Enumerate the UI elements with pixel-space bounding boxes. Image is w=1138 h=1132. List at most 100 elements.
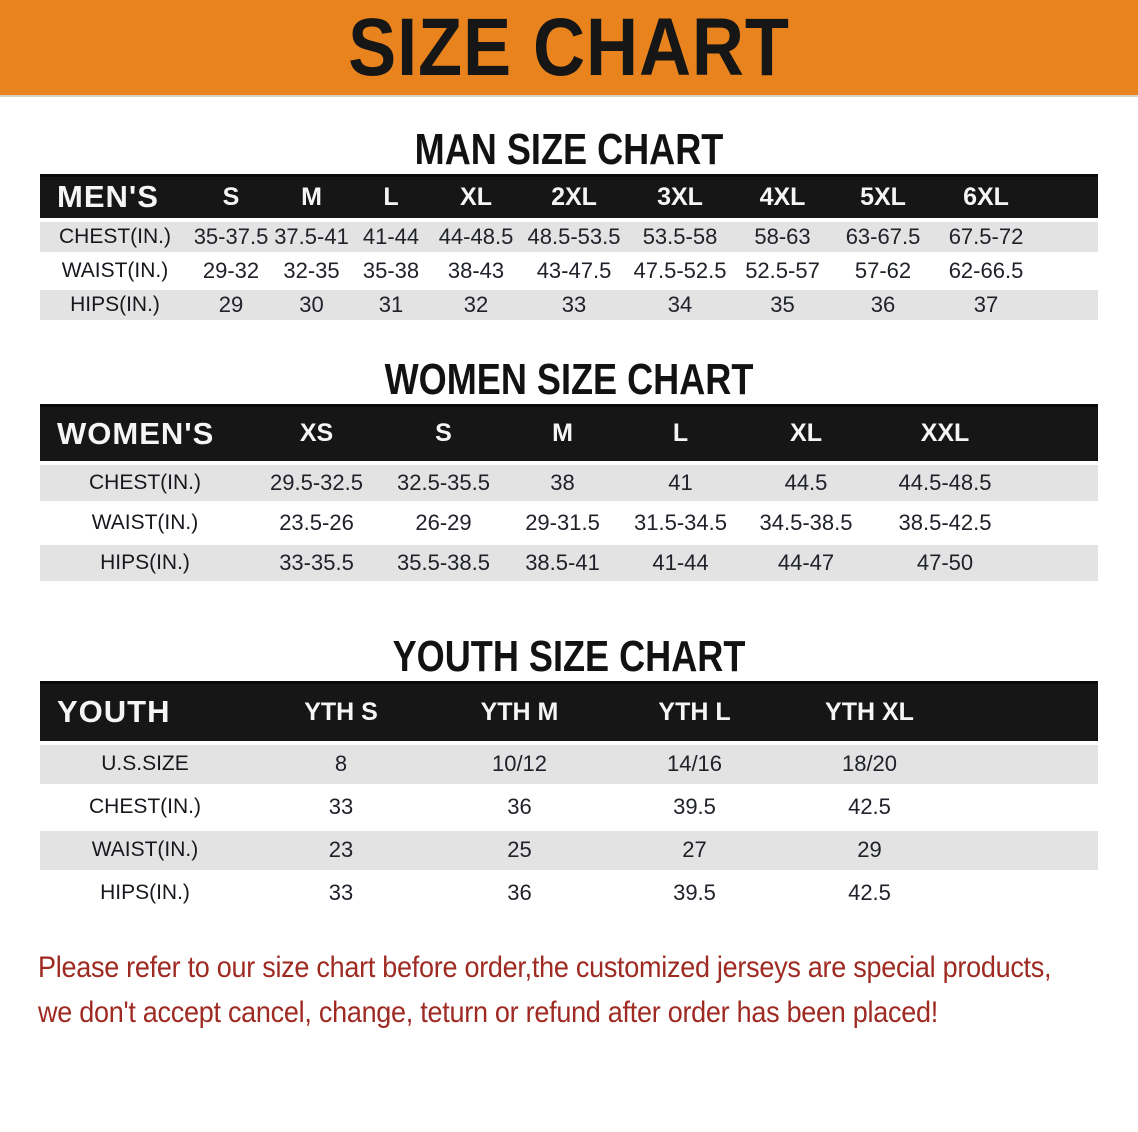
table-cell: 32.5-35.5 xyxy=(397,470,490,495)
table-cell: 47.5-52.5 xyxy=(633,257,727,283)
youth-size-table: YOUTH YTH S YTH M YTH L YTH XL U.S.SIZE … xyxy=(40,681,1098,917)
notice-line-2: we don't accept cancel, change, teturn o… xyxy=(38,995,938,1029)
table-cell: 14/16 xyxy=(666,751,723,776)
table-cell: 10/12 xyxy=(491,751,548,776)
table-row: CHEST(IN.) 33 36 39.5 42.5 xyxy=(40,785,1098,829)
table-cell: 35.5-38.5 xyxy=(397,550,490,575)
table-cell: 44-47 xyxy=(777,550,835,575)
column-header: 3XL xyxy=(657,182,703,211)
table-cell: 29-31.5 xyxy=(525,510,600,535)
table-cell: 33 xyxy=(328,794,354,819)
table-cell: 41 xyxy=(668,470,693,495)
table-cell: 18/20 xyxy=(841,751,898,776)
table-cell: 35-38 xyxy=(362,257,420,283)
table-cell: 29.5-32.5 xyxy=(270,470,363,495)
row-label: HIPS(IN.) xyxy=(100,551,190,574)
table-cell: 33-35.5 xyxy=(279,550,354,575)
column-header: S xyxy=(222,182,240,211)
column-header: M xyxy=(301,182,322,211)
filler-header xyxy=(957,683,1098,743)
table-cell: 44-48.5 xyxy=(438,223,514,249)
table-row: CHEST(IN.) 29.5-32.5 32.5-35.5 38 41 44.… xyxy=(40,463,1098,503)
page-title: SIZE CHART xyxy=(348,1,790,93)
table-cell: 52.5-57 xyxy=(745,257,820,283)
men-size-table: MEN'S S M L XL 2XL 3XL 4XL 5XL 6XL CHEST… xyxy=(40,174,1098,324)
table-row: WAIST(IN.) 29-32 32-35 35-38 38-43 43-47… xyxy=(40,253,1098,288)
table-cell: 39.5 xyxy=(673,794,716,819)
column-header: M xyxy=(552,419,573,448)
table-cell: 41-44 xyxy=(652,550,709,575)
filler-cell xyxy=(957,829,1098,872)
table-row: HIPS(IN.) 29 30 31 32 33 34 35 36 37 xyxy=(40,287,1098,322)
row-label: CHEST(IN.) xyxy=(89,471,201,494)
column-header: XXL xyxy=(920,419,970,448)
table-cell: 42.5 xyxy=(848,794,891,819)
column-header: 4XL xyxy=(759,182,806,211)
column-header: XL xyxy=(790,419,822,448)
row-label: HIPS(IN.) xyxy=(70,292,160,316)
table-cell: 47-50 xyxy=(916,550,974,575)
table-cell: 34 xyxy=(667,291,693,317)
table-cell: 37 xyxy=(973,291,999,317)
row-label: WAIST(IN.) xyxy=(91,511,199,534)
women-corner-label: WOMEN'S xyxy=(57,415,215,451)
filler-header xyxy=(1038,176,1098,220)
table-cell: 30 xyxy=(299,291,324,317)
table-cell: 29-32 xyxy=(202,257,260,283)
table-cell: 26-29 xyxy=(415,510,472,535)
men-section-heading: MAN SIZE CHART xyxy=(414,125,724,174)
table-cell: 29 xyxy=(857,837,882,862)
table-cell: 53.5-58 xyxy=(642,223,718,249)
row-label: CHEST(IN.) xyxy=(59,224,171,248)
table-cell: 57-62 xyxy=(854,257,912,283)
table-cell: 44.5-48.5 xyxy=(898,470,992,495)
column-header: XL xyxy=(460,182,492,211)
column-header: L xyxy=(672,419,689,448)
column-header: S xyxy=(435,419,452,448)
table-cell: 58-63 xyxy=(754,223,811,249)
table-cell: 39.5 xyxy=(673,880,716,905)
table-cell: 36 xyxy=(507,794,532,819)
column-header: L xyxy=(383,182,399,211)
filler-cell xyxy=(957,872,1098,915)
table-cell: 33 xyxy=(328,880,354,905)
filler-cell xyxy=(1018,543,1098,583)
women-section: WOMEN SIZE CHART WOMEN'S XS S M L XL XXL… xyxy=(0,355,1138,586)
filler-cell xyxy=(1018,503,1098,543)
filler-cell xyxy=(957,743,1098,786)
filler-header xyxy=(1018,405,1098,463)
title-banner: SIZE CHART xyxy=(0,0,1138,97)
table-cell: 38.5-41 xyxy=(525,550,600,575)
table-row: WAIST(IN.) 23 25 27 29 xyxy=(40,828,1098,872)
row-label: HIPS(IN.) xyxy=(100,881,190,904)
table-row: CHEST(IN.) 35-37.5 37.5-41 41-44 44-48.5… xyxy=(40,219,1098,254)
table-cell: 36 xyxy=(507,880,532,905)
youth-section-heading: YOUTH SIZE CHART xyxy=(392,632,746,681)
table-cell: 25 xyxy=(507,837,532,862)
youth-section: YOUTH SIZE CHART YOUTH YTH S YTH M YTH L… xyxy=(0,633,1138,917)
column-header: 5XL xyxy=(860,182,906,211)
table-cell: 32-35 xyxy=(283,257,340,283)
column-header: YTH M xyxy=(480,697,559,726)
table-cell: 33 xyxy=(561,291,587,317)
table-cell: 35 xyxy=(770,291,795,317)
table-row: HIPS(IN.) 33-35.5 35.5-38.5 38.5-41 41-4… xyxy=(40,543,1098,583)
table-cell: 35-37.5 xyxy=(193,223,269,249)
table-cell: 62-66.5 xyxy=(948,257,1024,283)
footer-notice: Please refer to our size chart before or… xyxy=(38,945,1138,1035)
men-section: MAN SIZE CHART MEN'S S M L XL 2XL 3XL 4X… xyxy=(0,126,1138,324)
table-cell: 27 xyxy=(682,837,707,862)
filler-cell xyxy=(1038,220,1098,254)
column-header: YTH S xyxy=(304,697,378,726)
table-cell: 31.5-34.5 xyxy=(634,510,727,535)
table-cell: 32 xyxy=(463,291,489,317)
table-cell: 38 xyxy=(550,470,575,495)
table-cell: 34.5-38.5 xyxy=(759,510,853,535)
table-row: U.S.SIZE 8 10/12 14/16 18/20 xyxy=(40,742,1098,786)
filler-cell xyxy=(1038,254,1098,288)
row-label: WAIST(IN.) xyxy=(61,258,169,282)
youth-corner-label: YOUTH xyxy=(57,694,171,730)
women-size-table: WOMEN'S XS S M L XL XXL CHEST(IN.) 29.5-… xyxy=(40,404,1098,586)
table-header-row: WOMEN'S XS S M L XL XXL xyxy=(40,405,1098,463)
row-label: WAIST(IN.) xyxy=(91,838,199,861)
